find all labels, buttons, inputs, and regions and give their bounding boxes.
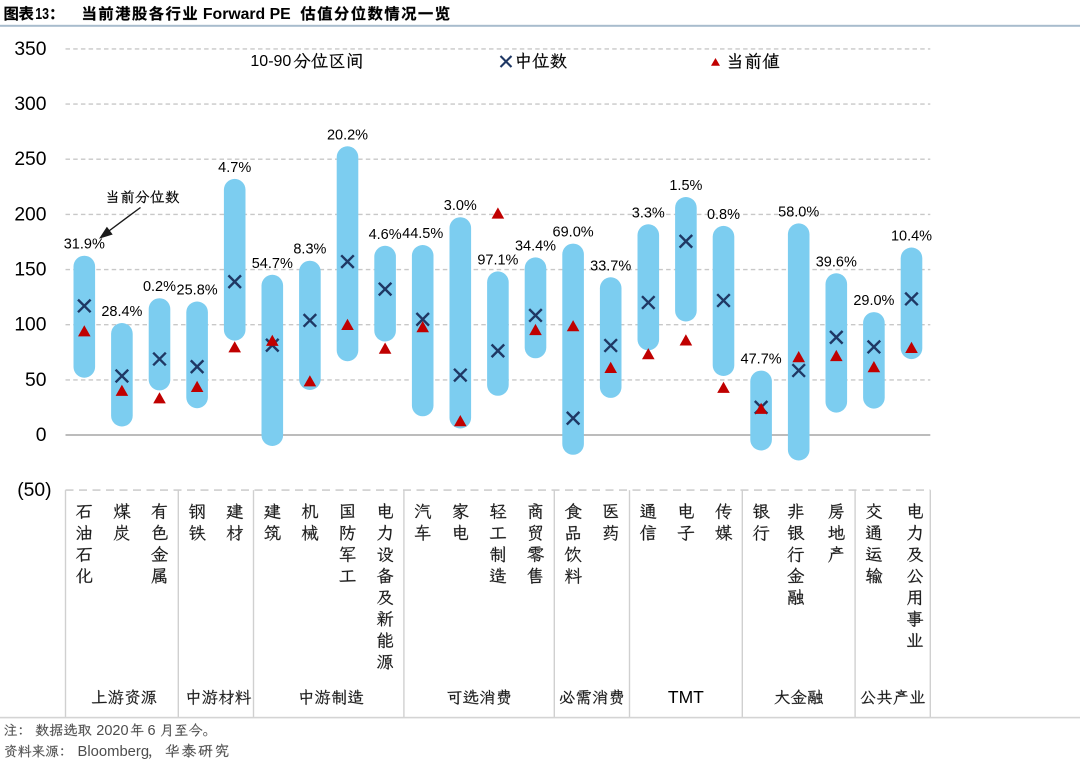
svg-text:Forward PE: Forward PE	[203, 6, 291, 23]
svg-text:54.7%: 54.7%	[252, 256, 293, 272]
svg-text:58.0%: 58.0%	[778, 204, 819, 220]
svg-text:TMT: TMT	[668, 687, 704, 707]
svg-text:3.0%: 3.0%	[444, 198, 477, 214]
svg-text:33.7%: 33.7%	[590, 258, 631, 274]
svg-text:28.4%: 28.4%	[101, 304, 142, 320]
svg-text:44.5%: 44.5%	[402, 226, 443, 242]
svg-text:250: 250	[14, 149, 46, 170]
svg-text:1.5%: 1.5%	[669, 178, 702, 194]
svg-text:50: 50	[25, 370, 46, 391]
svg-text:20.2%: 20.2%	[327, 127, 368, 143]
svg-text:47.7%: 47.7%	[741, 352, 782, 368]
svg-text:4.6%: 4.6%	[369, 227, 402, 243]
svg-text:6: 6	[148, 723, 156, 739]
svg-text:300: 300	[14, 94, 46, 115]
svg-text:(50): (50)	[17, 480, 51, 501]
svg-text:200: 200	[14, 204, 46, 225]
svg-text:10.4%: 10.4%	[891, 229, 932, 245]
svg-text:97.1%: 97.1%	[477, 252, 518, 268]
svg-text:4.7%: 4.7%	[218, 160, 251, 176]
svg-text:13: 13	[35, 6, 49, 23]
svg-text:25.8%: 25.8%	[177, 283, 218, 299]
svg-text:34.4%: 34.4%	[515, 238, 556, 254]
svg-text:Bloomberg: Bloomberg	[78, 744, 150, 759]
svg-text:0.2%: 0.2%	[143, 279, 176, 295]
svg-text:150: 150	[14, 259, 46, 280]
svg-text:8.3%: 8.3%	[293, 242, 326, 258]
svg-text:69.0%: 69.0%	[553, 225, 594, 241]
svg-text:100: 100	[14, 315, 46, 336]
svg-text:2020: 2020	[96, 723, 128, 739]
svg-text:39.6%: 39.6%	[816, 254, 857, 270]
svg-text:3.3%: 3.3%	[632, 205, 665, 221]
svg-text:0: 0	[36, 425, 47, 446]
svg-text:350: 350	[14, 39, 46, 60]
svg-text:31.9%: 31.9%	[64, 237, 105, 253]
svg-text:10-90: 10-90	[250, 53, 291, 70]
svg-text:0.8%: 0.8%	[707, 207, 740, 223]
svg-text:29.0%: 29.0%	[853, 293, 894, 309]
